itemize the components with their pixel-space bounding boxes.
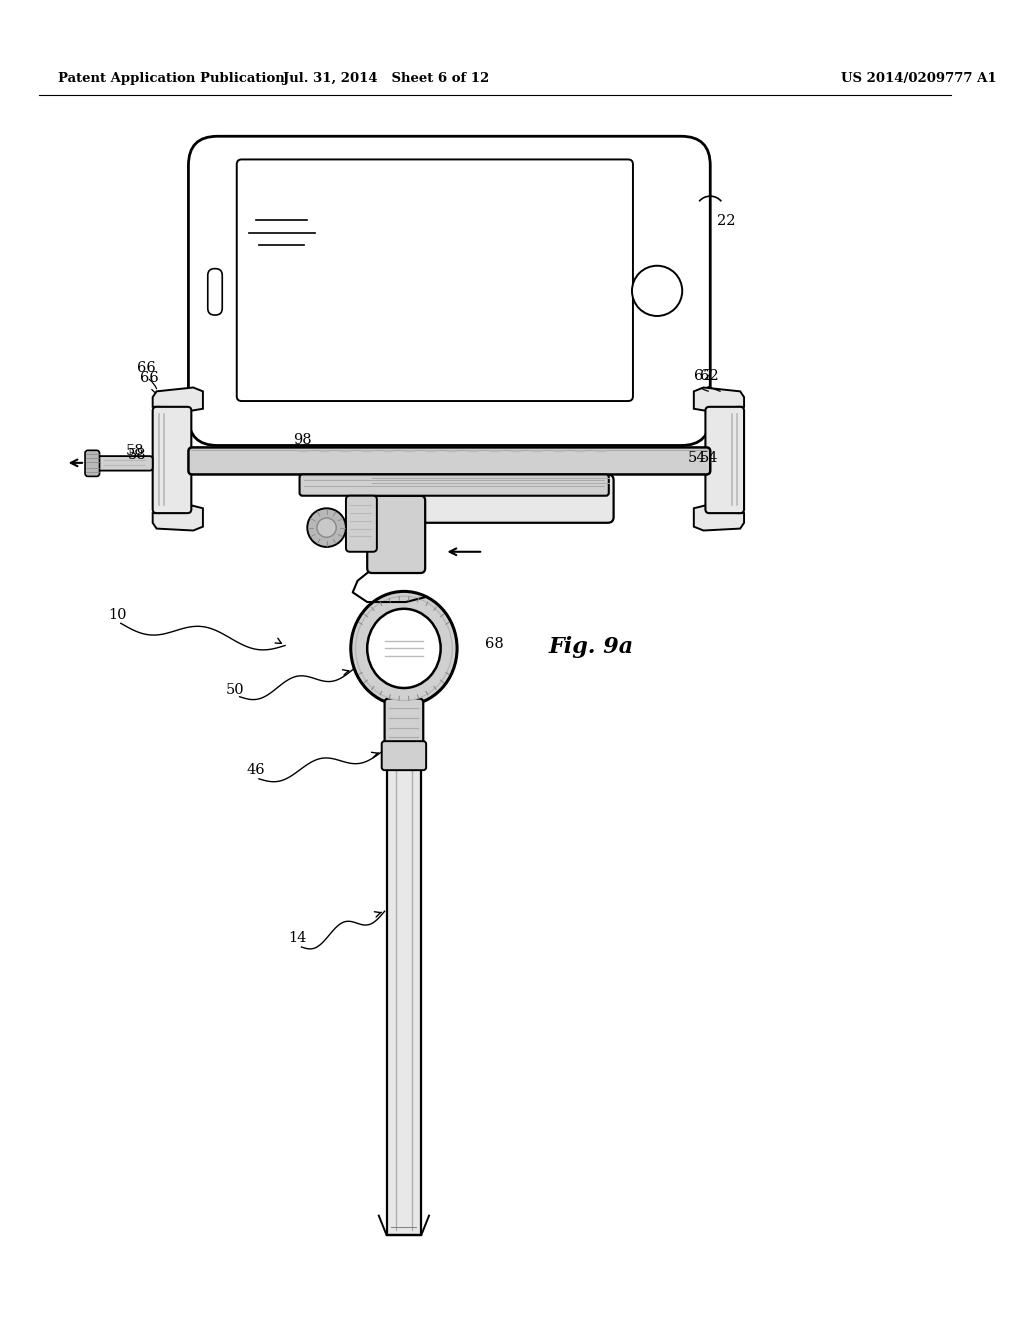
Text: 68: 68	[485, 638, 504, 651]
Ellipse shape	[355, 597, 453, 701]
Text: 50: 50	[226, 682, 245, 697]
Text: 98: 98	[293, 433, 311, 446]
Polygon shape	[153, 388, 203, 411]
FancyBboxPatch shape	[368, 496, 425, 573]
Circle shape	[307, 508, 346, 546]
FancyBboxPatch shape	[208, 269, 222, 315]
FancyBboxPatch shape	[188, 447, 711, 474]
FancyBboxPatch shape	[385, 698, 423, 752]
Text: Fig. 9a: Fig. 9a	[549, 636, 634, 657]
Text: Jul. 31, 2014   Sheet 6 of 12: Jul. 31, 2014 Sheet 6 of 12	[284, 71, 489, 84]
Text: 66: 66	[140, 371, 159, 384]
Polygon shape	[694, 388, 744, 411]
Ellipse shape	[368, 609, 440, 688]
Text: 58: 58	[126, 444, 144, 458]
Text: 22: 22	[717, 214, 735, 228]
Text: 46: 46	[247, 763, 265, 777]
Text: US 2014/0209777 A1: US 2014/0209777 A1	[841, 71, 996, 84]
Polygon shape	[153, 506, 203, 531]
Circle shape	[317, 517, 336, 537]
Text: 62: 62	[694, 368, 713, 383]
FancyBboxPatch shape	[706, 407, 744, 513]
FancyBboxPatch shape	[96, 457, 153, 471]
Text: 10: 10	[109, 609, 127, 623]
Text: 54: 54	[688, 451, 707, 465]
FancyBboxPatch shape	[300, 474, 609, 496]
Polygon shape	[694, 506, 744, 531]
FancyBboxPatch shape	[85, 450, 99, 477]
FancyBboxPatch shape	[382, 741, 426, 770]
Text: 14: 14	[288, 931, 306, 945]
Circle shape	[632, 265, 682, 315]
FancyBboxPatch shape	[237, 160, 633, 401]
FancyBboxPatch shape	[368, 474, 613, 523]
Ellipse shape	[351, 591, 457, 705]
Text: 54: 54	[699, 451, 718, 465]
Text: Patent Application Publication: Patent Application Publication	[58, 71, 285, 84]
Text: 62: 62	[699, 368, 718, 383]
Text: 66: 66	[137, 362, 156, 375]
Text: 58: 58	[128, 447, 146, 462]
Polygon shape	[386, 748, 421, 1236]
FancyBboxPatch shape	[346, 496, 377, 552]
FancyBboxPatch shape	[188, 136, 711, 445]
FancyBboxPatch shape	[153, 407, 191, 513]
